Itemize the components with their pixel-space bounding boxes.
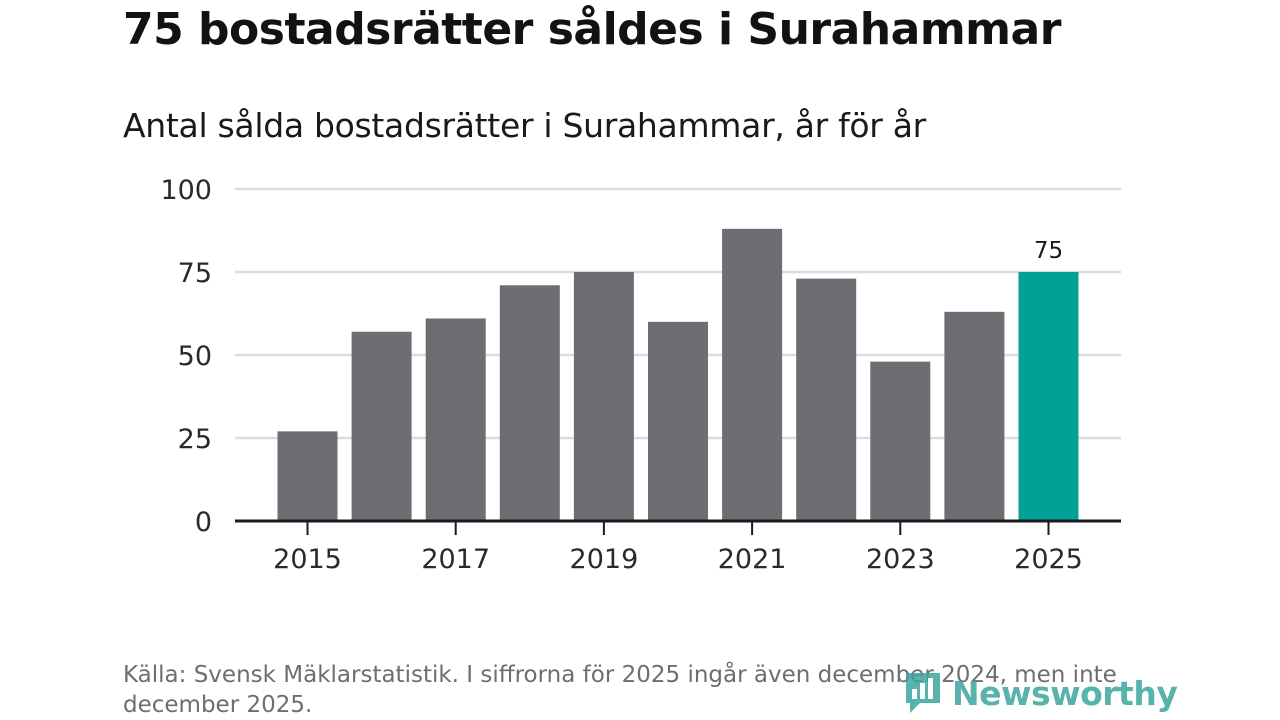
newsworthy-logo-text: Newsworthy (952, 673, 1178, 713)
data-label-2025: 75 (1034, 238, 1063, 264)
y-tick-label: 75 (178, 258, 212, 289)
bar-2021 (722, 228, 783, 521)
chart-subtitle: Antal sålda bostadsrätter i Surahammar, … (123, 106, 926, 145)
newsworthy-logo-icon (906, 673, 940, 713)
bar-2025 (1018, 272, 1079, 521)
newsworthy-logo: Newsworthy (902, 668, 1178, 718)
bar-2018 (499, 285, 560, 521)
x-tick-label: 2023 (866, 544, 935, 575)
chart-title: 75 bostadsrätter såldes i Surahammar (123, 4, 1061, 55)
bar-2024 (944, 311, 1005, 521)
y-tick-label: 100 (160, 175, 212, 206)
bar-2023 (870, 361, 931, 521)
bar-2019 (573, 272, 634, 521)
bar-2022 (796, 278, 857, 521)
y-tick-label: 50 (178, 341, 212, 372)
x-tick-label: 2017 (421, 544, 490, 575)
bar-2015 (277, 431, 338, 521)
data-labels: 75 (1034, 238, 1063, 264)
y-tick-label: 25 (178, 424, 212, 455)
y-tick-label: 0 (195, 507, 212, 538)
bar-chart: 0 25 50 75 100 75 2015 2017 2019 2021 2023 2025 (160, 175, 1121, 575)
x-tick-label: 2021 (718, 544, 787, 575)
x-tick-label: 2025 (1014, 544, 1083, 575)
bar-2017 (425, 318, 486, 521)
y-axis-ticks: 0 25 50 75 100 (160, 175, 212, 538)
bars (277, 228, 1079, 521)
x-axis: 2015 2017 2019 2021 2023 2025 (235, 519, 1121, 575)
x-tick-label: 2019 (570, 544, 639, 575)
bar-2020 (648, 321, 708, 521)
source-note: Källa: Svensk Mäklarstatistik. I siffror… (123, 662, 1117, 718)
x-tick-label: 2015 (273, 544, 342, 575)
bar-2016 (351, 331, 412, 521)
